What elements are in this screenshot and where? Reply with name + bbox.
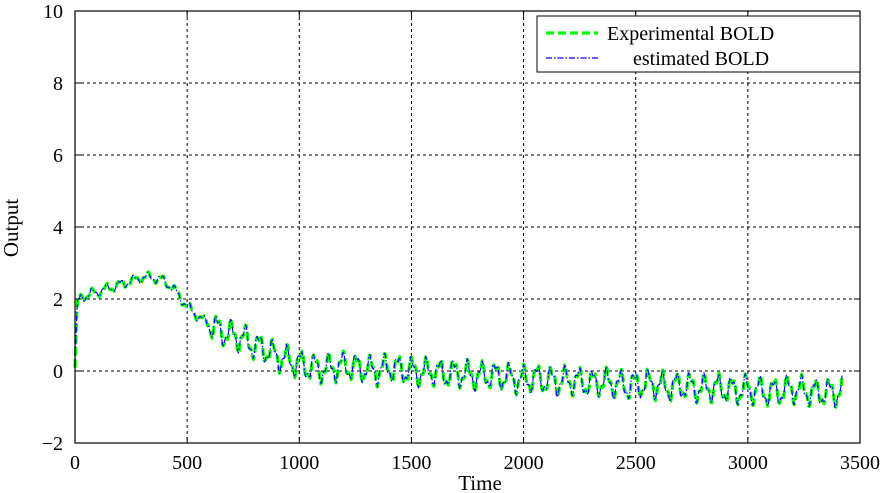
x-axis-label: Time — [458, 471, 502, 493]
series-lines — [73, 270, 844, 409]
legend-label-estimated-bold: estimated BOLD — [633, 48, 769, 70]
y-axis-label: Output — [0, 199, 23, 258]
y-tick-label: 6 — [53, 145, 63, 167]
y-tick-label: −2 — [42, 433, 63, 455]
y-tick-label: 4 — [53, 217, 63, 239]
legend-box — [536, 15, 861, 73]
y-tick-label: 2 — [53, 289, 63, 311]
x-tick-label: 0 — [70, 452, 80, 474]
x-tick-labels: 0 500 1000 1500 2000 2500 3000 3500 — [70, 452, 880, 474]
x-tick-label: 1000 — [279, 452, 319, 474]
y-tick-labels: −2 0 2 4 6 8 10 — [42, 1, 63, 455]
grid-lines — [75, 11, 860, 443]
x-tick-label: 2500 — [616, 452, 656, 474]
y-tick-label: 0 — [53, 361, 63, 383]
x-tick-label: 3000 — [728, 452, 768, 474]
series-line-experimental-bold — [73, 270, 844, 409]
y-tick-label: 8 — [53, 73, 63, 95]
x-tick-label: 2000 — [504, 452, 544, 474]
legend-label-experimental-bold: Experimental BOLD — [607, 23, 774, 45]
x-tick-label: 3500 — [840, 452, 880, 474]
x-tick-label: 1500 — [391, 452, 431, 474]
x-tick-label: 500 — [172, 452, 202, 474]
legend: Experimental BOLD estimated BOLD — [536, 15, 861, 73]
y-tick-label: 10 — [43, 1, 63, 23]
